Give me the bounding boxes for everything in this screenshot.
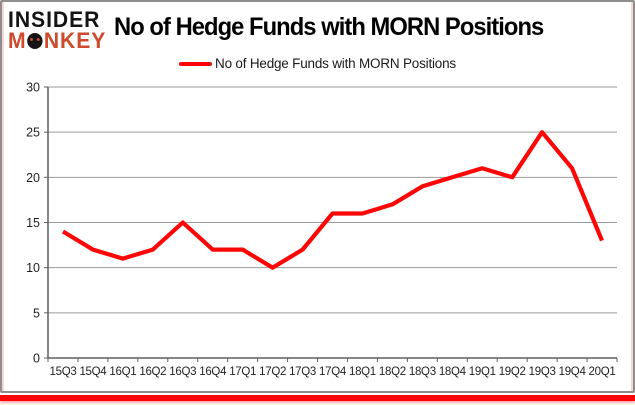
logo-line-monkey: M NKEY — [8, 28, 107, 53]
x-tick-label: 19Q1 — [469, 366, 496, 378]
x-tick-label: 16Q1 — [109, 366, 136, 378]
page-title: No of Hedge Funds with MORN Positions — [114, 13, 544, 41]
x-tick-label: 19Q3 — [529, 366, 556, 378]
y-tick-label: 20 — [26, 171, 40, 185]
x-tick-label: 15Q3 — [50, 366, 77, 378]
logo-monkey-nkey: NKEY — [43, 28, 107, 53]
x-tick-label: 17Q1 — [229, 366, 256, 378]
x-tick-label: 20Q1 — [589, 366, 616, 378]
bottom-red-bar — [0, 395, 635, 401]
insider-monkey-logo: INSIDER M NKEY — [8, 7, 107, 53]
line-chart: 0 5 10 15 20 25 30 15Q3 15Q4 16Q1 16Q2 16Q3 16Q4 17Q1… — [26, 81, 618, 378]
x-tick-label: 17Q4 — [319, 366, 347, 378]
x-tick-label: 16Q3 — [169, 366, 196, 378]
chart-frame — [0, 0, 635, 393]
legend-label: No of Hedge Funds with MORN Positions — [215, 56, 456, 71]
monkey-face-icon — [27, 33, 43, 49]
legend-line-swatch — [179, 61, 213, 66]
x-tick-label: 17Q2 — [259, 366, 286, 378]
logo-line-insider: INSIDER — [8, 7, 101, 32]
x-tick-label: 18Q4 — [439, 366, 467, 378]
x-tick-label: 16Q4 — [199, 366, 227, 378]
y-tick-label: 30 — [26, 81, 40, 95]
y-tick-label: 15 — [26, 216, 40, 230]
y-tick-label: 25 — [26, 126, 40, 140]
y-tick-label: 10 — [26, 261, 40, 275]
x-tick-label: 19Q2 — [499, 366, 526, 378]
y-tick-label: 5 — [33, 306, 40, 320]
logo-monkey-m: M — [8, 28, 27, 53]
x-tick-label: 15Q4 — [79, 366, 107, 378]
legend: No of Hedge Funds with MORN Positions — [0, 56, 635, 71]
x-tick-label: 19Q4 — [559, 366, 587, 378]
x-tick-label: 18Q2 — [379, 366, 406, 378]
x-tick-label: 18Q3 — [409, 366, 436, 378]
x-tick-label: 18Q1 — [349, 366, 376, 378]
x-tick-label: 16Q2 — [139, 366, 166, 378]
y-tick-label: 0 — [33, 352, 40, 366]
data-line — [61, 130, 604, 270]
x-tick-label: 17Q3 — [289, 366, 316, 378]
